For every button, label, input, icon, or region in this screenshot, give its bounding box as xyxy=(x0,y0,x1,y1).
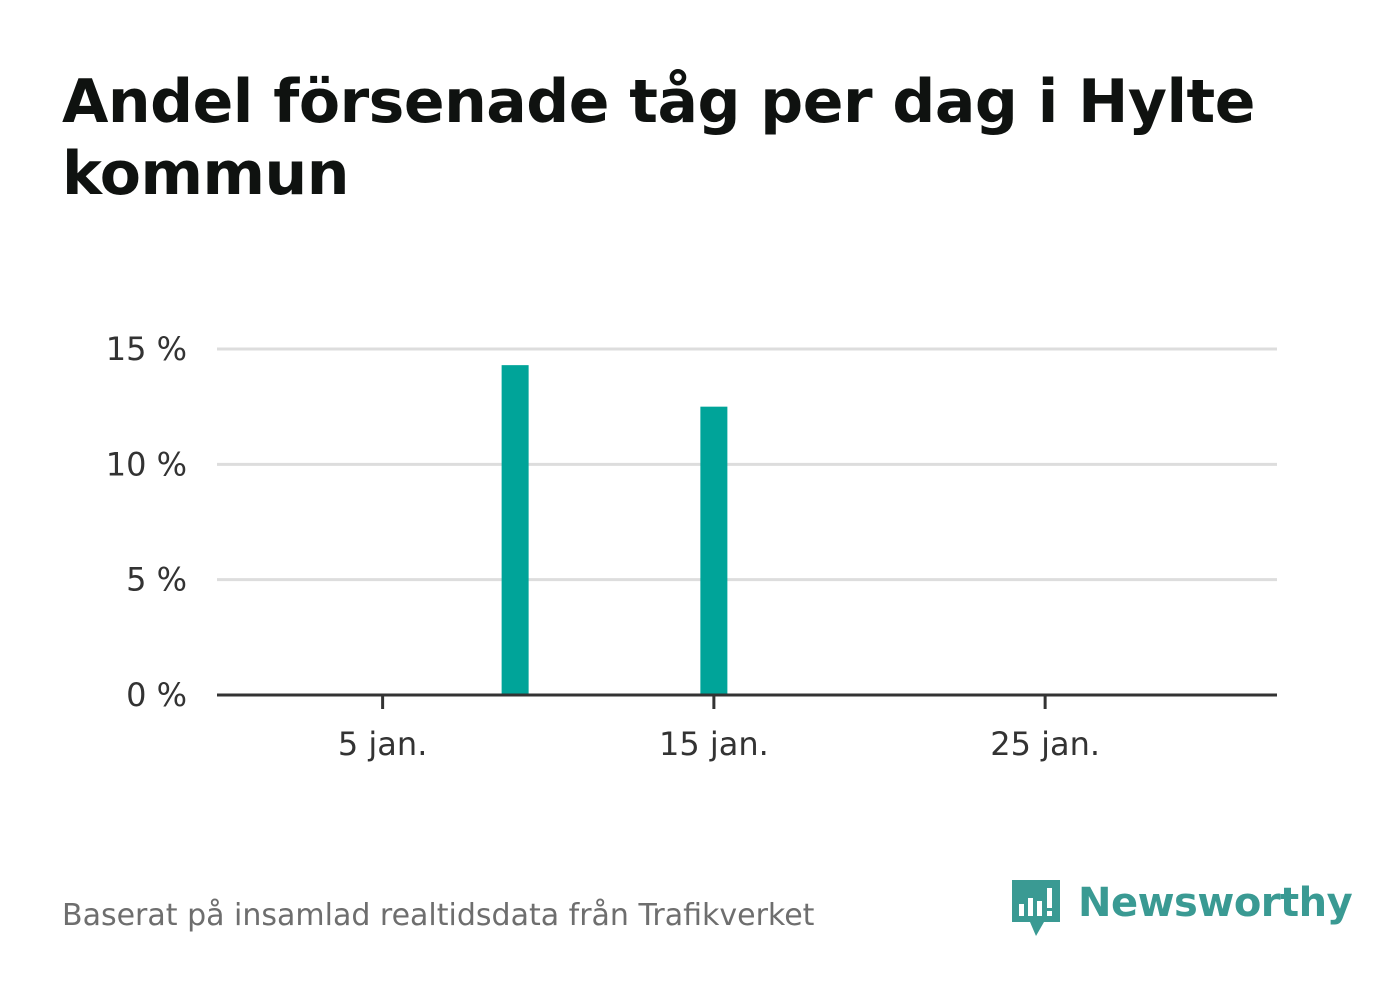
y-tick-label: 10 % xyxy=(106,445,187,483)
y-tick-label: 15 % xyxy=(106,330,187,368)
bar xyxy=(700,406,728,695)
x-tick-label: 5 jan. xyxy=(338,725,427,763)
bars xyxy=(501,365,728,695)
axes xyxy=(217,693,1277,709)
bar-chart-speech-bubble-icon xyxy=(1012,880,1060,936)
chart-title: Andel försenade tåg per dag i Hylte komm… xyxy=(62,67,1255,209)
bar xyxy=(501,365,529,695)
x-tick-label: 15 jan. xyxy=(659,725,769,763)
newsworthy-logo: Newsworthy xyxy=(1010,878,1353,942)
grid-lines xyxy=(217,347,1277,582)
tick-labels: 0 % 5 % 10 % 15 % 5 jan. 15 jan. 25 jan. xyxy=(106,330,1100,763)
y-tick-label: 0 % xyxy=(126,676,187,714)
x-tick-label: 25 jan. xyxy=(990,725,1100,763)
source-note: Baserat på insamlad realtidsdata från Tr… xyxy=(62,898,815,933)
brand-name: Newsworthy xyxy=(1078,880,1353,926)
y-tick-label: 5 % xyxy=(126,561,187,599)
